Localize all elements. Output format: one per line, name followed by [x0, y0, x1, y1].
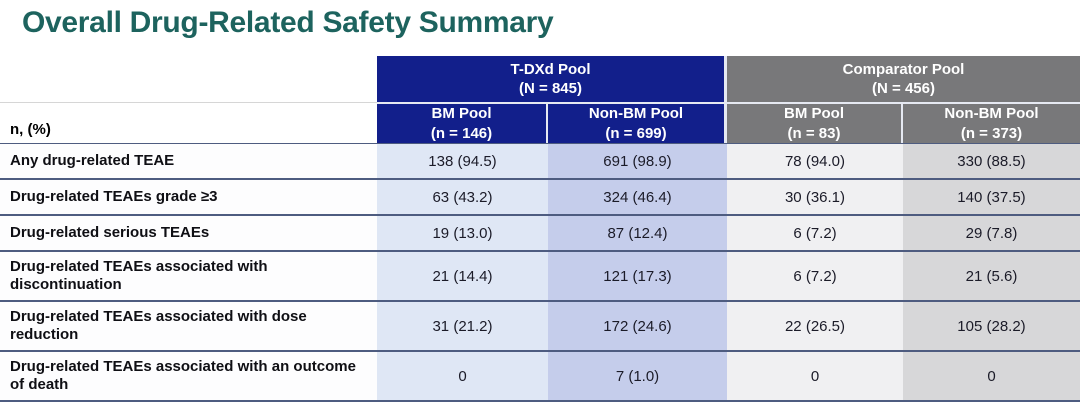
col-header-tdxd-nonbm: Non-BM Pool (n = 699)	[548, 102, 727, 143]
table-cell: 63 (43.2)	[377, 180, 548, 214]
table-cell: 172 (24.6)	[548, 302, 727, 350]
table-cell: 31 (21.2)	[377, 302, 548, 350]
table-cell: 7 (1.0)	[548, 352, 727, 400]
col-header-comp-nonbm: Non-BM Pool (n = 373)	[903, 102, 1080, 143]
table-cell: 6 (7.2)	[727, 216, 903, 250]
row-label: Drug-related serious TEAEs	[0, 216, 377, 250]
table-cell: 140 (37.5)	[903, 180, 1080, 214]
comparator-pool-group-header: Comparator Pool (N = 456)	[727, 56, 1080, 102]
table-cell: 87 (12.4)	[548, 216, 727, 250]
group-n: (N = 456)	[872, 80, 935, 97]
col-n: (n = 146)	[430, 124, 493, 142]
tdxd-pool-group-header: T-DXd Pool (N = 845)	[377, 56, 727, 102]
table-row: Drug-related serious TEAEs 19 (13.0) 87 …	[0, 216, 1080, 252]
sub-column-header-row: n, (%) BM Pool (n = 146) Non-BM Pool (n …	[0, 102, 1080, 143]
table-cell: 78 (94.0)	[727, 144, 903, 178]
table-cell: 138 (94.5)	[377, 144, 548, 178]
table-cell: 30 (36.1)	[727, 180, 903, 214]
table-cell: 22 (26.5)	[727, 302, 903, 350]
table-cell: 330 (88.5)	[903, 144, 1080, 178]
row-label: Drug-related TEAEs associated with disco…	[0, 252, 377, 300]
table-row: Drug-related TEAEs associated with an ou…	[0, 352, 1080, 402]
safety-summary-table: T-DXd Pool (N = 845) Comparator Pool (N …	[0, 56, 1080, 402]
table-cell: 324 (46.4)	[548, 180, 727, 214]
pool-group-header-row: T-DXd Pool (N = 845) Comparator Pool (N …	[0, 56, 1080, 102]
table-row: Drug-related TEAEs grade ≥3 63 (43.2) 32…	[0, 180, 1080, 216]
group-n: (N = 845)	[519, 80, 582, 97]
table-cell: 691 (98.9)	[548, 144, 727, 178]
table-row: Any drug-related TEAE 138 (94.5) 691 (98…	[0, 144, 1080, 180]
col-n: (n = 699)	[605, 124, 667, 142]
row-label: Drug-related TEAEs associated with dose …	[0, 302, 377, 350]
table-cell: 19 (13.0)	[377, 216, 548, 250]
table-row: Drug-related TEAEs associated with disco…	[0, 252, 1080, 302]
col-title: Non-BM Pool	[588, 105, 684, 122]
table-cell: 21 (14.4)	[377, 252, 548, 300]
header-corner-blank	[0, 56, 377, 102]
table-cell: 105 (28.2)	[903, 302, 1080, 350]
row-header-label: n, (%)	[0, 102, 377, 143]
col-header-comp-bm: BM Pool (n = 83)	[727, 102, 903, 143]
col-title: BM Pool	[431, 105, 492, 122]
col-header-tdxd-bm: BM Pool (n = 146)	[377, 102, 548, 143]
col-n: (n = 83)	[787, 124, 841, 142]
table-cell: 121 (17.3)	[548, 252, 727, 300]
group-title: Comparator Pool	[842, 60, 965, 78]
table-cell: 21 (5.6)	[903, 252, 1080, 300]
row-label: Drug-related TEAEs associated with an ou…	[0, 352, 377, 400]
table-cell: 0	[727, 352, 903, 400]
table-cell: 0	[377, 352, 548, 400]
col-title: Non-BM Pool	[944, 105, 1039, 122]
col-n: (n = 373)	[960, 124, 1023, 142]
table-row: Drug-related TEAEs associated with dose …	[0, 302, 1080, 352]
table-cell: 0	[903, 352, 1080, 400]
row-label: Drug-related TEAEs grade ≥3	[0, 180, 377, 214]
page-title: Overall Drug-Related Safety Summary	[22, 6, 554, 39]
table-cell: 6 (7.2)	[727, 252, 903, 300]
col-title: BM Pool	[784, 105, 844, 122]
table-cell: 29 (7.8)	[903, 216, 1080, 250]
group-title: T-DXd Pool	[510, 60, 591, 78]
table-body: Any drug-related TEAE 138 (94.5) 691 (98…	[0, 142, 1080, 402]
row-label: Any drug-related TEAE	[0, 144, 377, 178]
